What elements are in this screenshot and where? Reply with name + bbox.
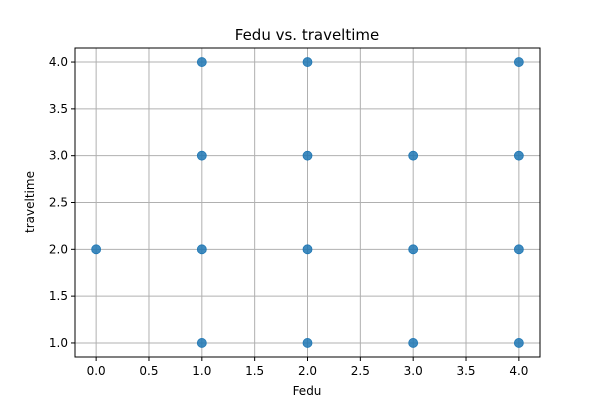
scatter-point [196,244,207,255]
scatter-point [513,57,524,67]
scatter-point [408,150,419,161]
scatter-point [408,338,419,348]
y-axis: 1.0 1.5 2.0 2.5 3.0 3.5 4.0 [49,55,75,350]
y-tick-label: 4.0 [49,55,68,69]
scatter-point [91,244,102,255]
scatter-point [196,57,207,67]
scatter-point [408,244,419,255]
y-tick-label: 1.0 [49,336,68,350]
x-axis: 0.0 0.5 1.0 1.5 2.0 2.5 3.0 3.5 4.0 [87,357,528,378]
data-points [91,57,524,348]
x-tick-label: 3.0 [404,364,423,378]
x-tick-label: 2.0 [298,364,317,378]
scatter-point [196,338,207,348]
scatter-point [302,338,313,348]
y-tick-label: 3.0 [49,149,68,163]
scatter-point [302,150,313,161]
y-tick-label: 2.5 [49,196,68,210]
scatter-point [196,150,207,161]
y-tick-label: 1.5 [49,289,68,303]
scatter-point [302,244,313,255]
x-tick-label: 3.5 [456,364,475,378]
scatter-point [513,338,524,348]
scatter-point [513,150,524,161]
chart-title: Fedu vs. traveltime [235,26,379,44]
x-axis-label: Fedu [293,384,322,398]
scatter-point [302,57,313,67]
y-axis-label: traveltime [23,171,37,233]
x-tick-label: 0.0 [87,364,106,378]
scatter-point [513,244,524,255]
x-tick-label: 2.5 [351,364,370,378]
y-tick-label: 2.0 [49,242,68,256]
x-tick-label: 1.5 [245,364,264,378]
x-tick-label: 1.0 [192,364,211,378]
y-tick-label: 3.5 [49,102,68,116]
x-tick-label: 0.5 [139,364,158,378]
x-tick-label: 4.0 [509,364,528,378]
